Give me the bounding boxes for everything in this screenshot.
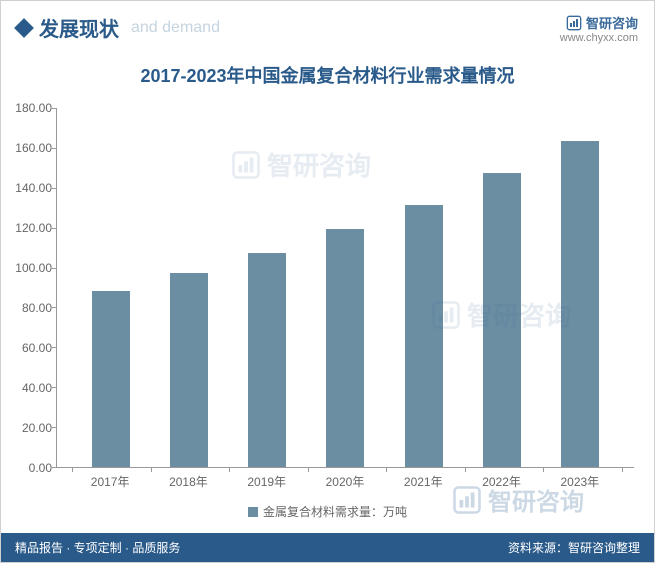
section-title: 发展现状 <box>39 13 119 42</box>
footer: 精品报告 · 专项定制 · 品质服务 资料来源：智研咨询整理 <box>1 533 654 562</box>
y-axis: 0.0020.0040.0060.0080.00100.00120.00140.… <box>10 108 56 468</box>
brand-name: 智研咨询 <box>586 13 638 32</box>
y-tick-mark <box>52 268 57 269</box>
legend-swatch <box>248 507 258 517</box>
header-left: 发展现状 and demand <box>17 13 220 42</box>
x-tick-mark <box>229 467 230 472</box>
x-tick-label: 2022年 <box>462 473 540 490</box>
bar-group <box>150 273 228 467</box>
chart-area: 0.0020.0040.0060.0080.00100.00120.00140.… <box>56 108 634 468</box>
x-tick-mark <box>386 467 387 472</box>
bar <box>561 141 599 467</box>
chart-title: 2017-2023年中国金属复合材料行业需求量情况 <box>1 62 654 88</box>
brand-logo-icon <box>566 15 582 31</box>
y-tick-mark <box>52 467 57 468</box>
y-tick-label: 0.00 <box>29 461 52 475</box>
bar-group <box>463 173 541 467</box>
legend: 金属复合材料需求量：万吨 <box>1 503 654 520</box>
x-tick-label: 2021年 <box>384 473 462 490</box>
x-tick-mark <box>622 467 623 472</box>
x-tick-mark <box>308 467 309 472</box>
legend-label: 金属复合材料需求量：万吨 <box>263 503 407 520</box>
x-tick-mark <box>72 467 73 472</box>
bar <box>326 229 364 467</box>
bar <box>405 205 443 467</box>
bar <box>248 253 286 467</box>
header: 发展现状 and demand 智研咨询 www.chyxx.com <box>1 1 654 44</box>
y-tick-label: 80.00 <box>22 301 52 315</box>
x-tick-mark <box>543 467 544 472</box>
y-tick-mark <box>52 387 57 388</box>
y-tick-label: 60.00 <box>22 341 52 355</box>
bars-container <box>57 108 634 467</box>
bar <box>170 273 208 467</box>
y-tick-mark <box>52 188 57 189</box>
footer-left: 精品报告 · 专项定制 · 品质服务 <box>15 539 180 556</box>
footer-right: 资料来源：智研咨询整理 <box>508 539 640 556</box>
y-tick-label: 160.00 <box>15 141 52 155</box>
bar-group <box>72 291 150 467</box>
x-tick-label: 2020年 <box>306 473 384 490</box>
header-right: 智研咨询 www.chyxx.com <box>560 13 638 44</box>
brand-url: www.chyxx.com <box>560 32 638 44</box>
bar <box>92 291 130 467</box>
x-tick-mark <box>151 467 152 472</box>
bar-group <box>306 229 384 467</box>
y-tick-mark <box>52 108 57 109</box>
y-tick-mark <box>52 228 57 229</box>
y-tick-label: 140.00 <box>15 181 52 195</box>
section-subtitle: and demand <box>131 19 220 37</box>
y-tick-label: 20.00 <box>22 421 52 435</box>
y-tick-label: 180.00 <box>15 101 52 115</box>
y-tick-mark <box>52 148 57 149</box>
bar-group <box>385 205 463 467</box>
y-tick-mark <box>52 347 57 348</box>
bar <box>483 173 521 467</box>
x-tick-mark <box>465 467 466 472</box>
x-tick-label: 2023年 <box>541 473 619 490</box>
y-tick-label: 120.00 <box>15 221 52 235</box>
y-tick-mark <box>52 427 57 428</box>
y-tick-mark <box>52 307 57 308</box>
y-tick-label: 40.00 <box>22 381 52 395</box>
y-tick-label: 100.00 <box>15 261 52 275</box>
brand-row: 智研咨询 <box>560 13 638 32</box>
x-tick-label: 2018年 <box>149 473 227 490</box>
x-axis-labels: 2017年2018年2019年2020年2021年2022年2023年 <box>56 473 634 490</box>
bar-group <box>541 141 619 467</box>
x-tick-label: 2019年 <box>228 473 306 490</box>
plot-area <box>56 108 634 468</box>
diamond-icon <box>14 18 34 38</box>
x-tick-label: 2017年 <box>71 473 149 490</box>
bar-group <box>228 253 306 467</box>
